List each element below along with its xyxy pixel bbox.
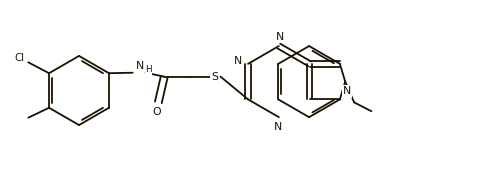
Text: H: H (145, 65, 152, 74)
Text: N: N (343, 87, 351, 96)
Text: N: N (136, 61, 144, 71)
Text: S: S (211, 72, 218, 82)
Text: O: O (152, 107, 161, 117)
Text: N: N (234, 56, 242, 66)
Text: Cl: Cl (15, 53, 25, 63)
Text: N: N (274, 122, 282, 132)
Text: N: N (276, 32, 284, 42)
